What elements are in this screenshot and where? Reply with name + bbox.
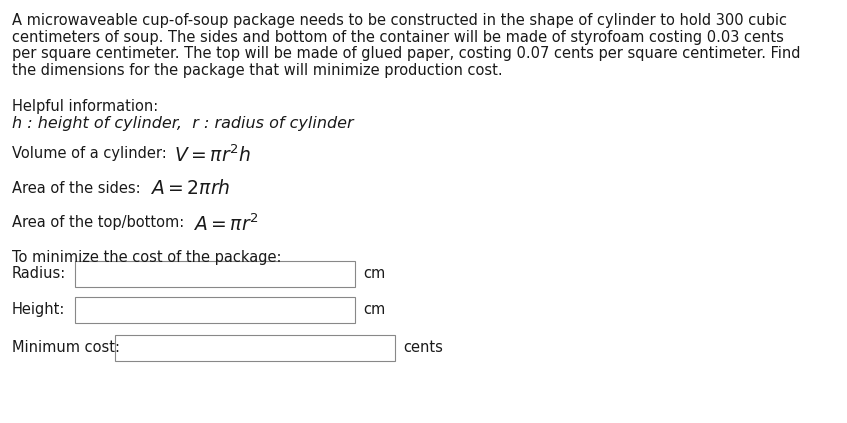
Text: h : height of cylinder,  r : radius of cylinder: h : height of cylinder, r : radius of cy… bbox=[12, 115, 354, 131]
Text: Area of the top/bottom:: Area of the top/bottom: bbox=[12, 215, 189, 230]
Text: $V = \pi r^2 h$: $V = \pi r^2 h$ bbox=[174, 144, 252, 165]
FancyBboxPatch shape bbox=[115, 335, 395, 360]
Text: Volume of a cylinder:: Volume of a cylinder: bbox=[12, 146, 171, 161]
Text: cents: cents bbox=[403, 340, 443, 355]
Text: Helpful information:: Helpful information: bbox=[12, 99, 158, 114]
Text: $A = 2\pi r h$: $A = 2\pi r h$ bbox=[150, 179, 230, 198]
Text: To minimize the cost of the package:: To minimize the cost of the package: bbox=[12, 250, 281, 264]
Text: Minimum cost:: Minimum cost: bbox=[12, 340, 120, 355]
Text: Radius:: Radius: bbox=[12, 266, 66, 281]
Text: Area of the sides:: Area of the sides: bbox=[12, 181, 145, 195]
Text: A microwaveable cup-of-soup package needs to be constructed in the shape of cyli: A microwaveable cup-of-soup package need… bbox=[12, 13, 787, 28]
Text: per square centimeter. The top will be made of glued paper, costing 0.07 cents p: per square centimeter. The top will be m… bbox=[12, 46, 800, 61]
Text: cm: cm bbox=[363, 266, 385, 281]
Text: cm: cm bbox=[363, 302, 385, 317]
Text: centimeters of soup. The sides and bottom of the container will be made of styro: centimeters of soup. The sides and botto… bbox=[12, 30, 783, 44]
Text: the dimensions for the package that will minimize production cost.: the dimensions for the package that will… bbox=[12, 63, 502, 77]
FancyBboxPatch shape bbox=[75, 297, 355, 322]
Text: Height:: Height: bbox=[12, 302, 65, 317]
Text: $A = \pi r^2$: $A = \pi r^2$ bbox=[193, 213, 259, 234]
FancyBboxPatch shape bbox=[75, 261, 355, 286]
